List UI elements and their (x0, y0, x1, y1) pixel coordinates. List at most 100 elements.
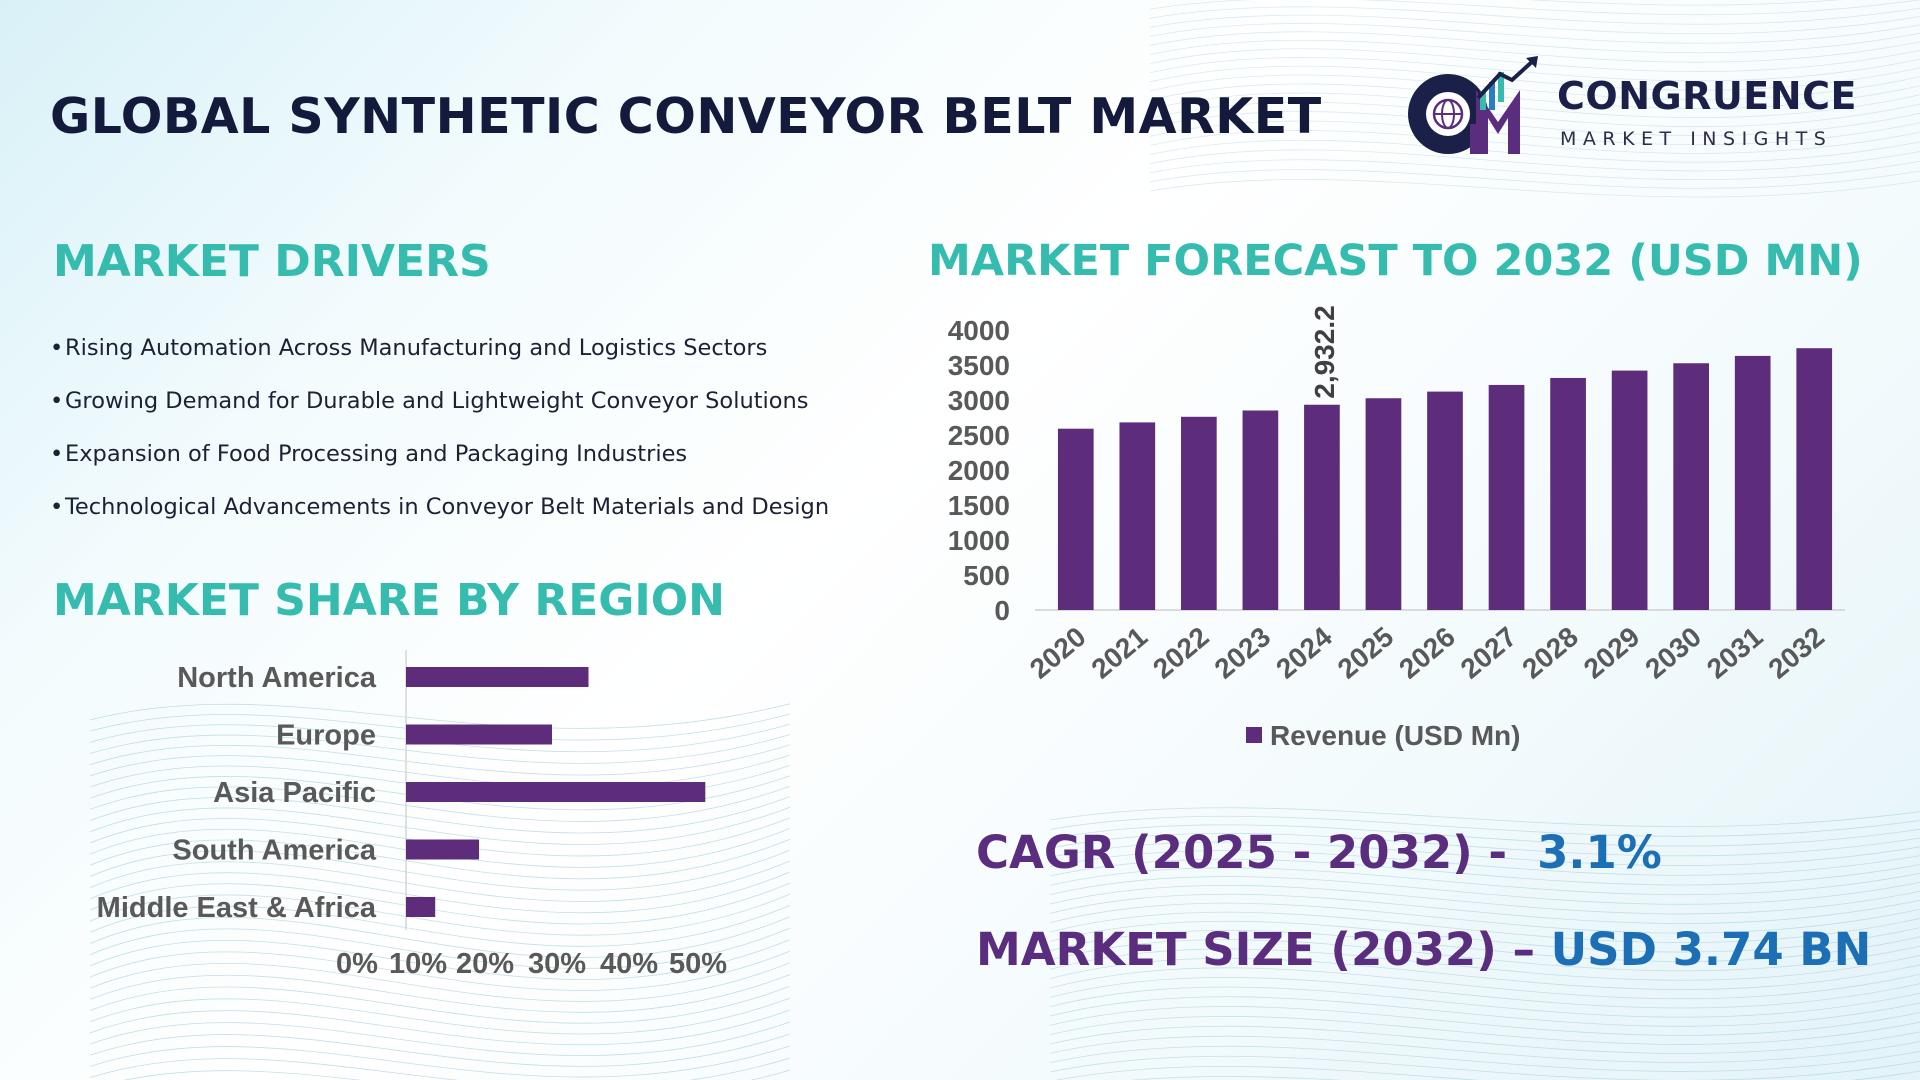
y-tick-label: 2000 (948, 455, 1010, 486)
forecast-bar (1673, 363, 1709, 610)
cagr-label: CAGR (2025 - 2032) - (976, 826, 1508, 879)
driver-text: Rising Automation Across Manufacturing a… (65, 335, 768, 361)
cagr-kpi: CAGR (2025 - 2032) - 3.1% (976, 826, 1662, 879)
wave-line (1149, 74, 1920, 100)
x-tick-label: 2028 (1516, 621, 1584, 685)
region-share-chart: North America Europe Asia Pacific South Ame… (97, 650, 727, 980)
region-label: Middle East & Africa (97, 892, 377, 924)
wave-line (1049, 902, 1920, 934)
wave-line (89, 1021, 791, 1056)
wave-line (89, 1045, 791, 1078)
wave-line (1049, 996, 1920, 1027)
forecast-bar (1365, 398, 1402, 610)
wave-line (1149, 179, 1920, 198)
logo-name: CONGRUENCE (1557, 74, 1857, 118)
wave-line (1049, 911, 1920, 943)
wave-line (89, 1033, 791, 1067)
region-label: Asia Pacific (213, 777, 376, 809)
wave-line (89, 849, 791, 891)
x-tick-label: 2031 (1701, 621, 1769, 685)
wave-line (1049, 876, 1920, 905)
wave-line (1149, 14, 1920, 35)
y-tick-label: 1000 (948, 525, 1010, 556)
y-tick-label: 1500 (948, 490, 1010, 521)
wave-line (1128, 1076, 1343, 1080)
bullet-icon: • (50, 494, 64, 520)
cagr-value: 3.1% (1537, 826, 1662, 879)
page-title: GLOBAL SYNTHETIC CONVEYOR BELT MARKET (50, 88, 1322, 145)
wave-line (1049, 920, 1920, 953)
region-bar (406, 667, 589, 687)
x-tick-label: 2027 (1455, 621, 1523, 685)
wave-line (1049, 1015, 1920, 1045)
x-tick-label: 2026 (1393, 621, 1461, 685)
wave-line (1055, 1065, 1920, 1080)
wave-line (1149, 149, 1920, 172)
logo-tagline: MARKET INSIGHTS (1560, 128, 1833, 150)
wave-line (1149, 23, 1920, 44)
region-bar (406, 839, 479, 860)
forecast-bar (1304, 404, 1340, 610)
data-label: 2,932.2 (1309, 305, 1340, 398)
bullet-icon: • (50, 388, 64, 414)
wave-line (89, 838, 791, 880)
wave-line (1149, 169, 1920, 189)
wave-line (1049, 1035, 1920, 1063)
forecast-bar (1057, 428, 1094, 610)
wave-line (1149, 0, 1920, 16)
wave-line (89, 703, 791, 729)
wave-line (1049, 815, 1920, 837)
market-size-value: USD 3.74 BN (1550, 923, 1872, 976)
wave-line (89, 939, 791, 980)
x-tick-label: 2029 (1578, 621, 1646, 685)
forecast-bar (1550, 377, 1586, 610)
wave-line (1049, 957, 1920, 990)
wave-line (1049, 867, 1920, 896)
wave-line (89, 734, 791, 764)
wave-line (89, 997, 791, 1035)
wave-line (89, 905, 791, 947)
wave-line (1049, 807, 1920, 827)
wave-line (89, 962, 791, 1002)
y-tick-label: 3000 (948, 385, 1010, 416)
x-tick-label: 2032 (1762, 621, 1830, 685)
company-logo: CONGRUENCE MARKET INSIGHTS (1400, 52, 1870, 162)
driver-item: •Technological Advancements in Conveyor … (50, 487, 930, 540)
region-bar (406, 782, 706, 802)
x-tick-label: 2023 (1209, 621, 1277, 685)
market-forecast-heading: MARKET FORECAST TO 2032 (USD MN) (928, 236, 1863, 286)
wave-line (1149, 6, 1920, 25)
y-tick-label: 4000 (948, 315, 1010, 346)
wave-line (124, 1069, 791, 1080)
bullet-icon: • (50, 335, 64, 361)
forecast-bar (1119, 422, 1156, 610)
wave-line (89, 974, 791, 1013)
wave-line (1149, 57, 1920, 82)
wave-line (89, 806, 791, 845)
region-label: South America (172, 835, 376, 867)
x-tick-label: 0% (336, 948, 378, 980)
wave-line (1049, 976, 1920, 1009)
wave-line (89, 916, 791, 958)
driver-text: Technological Advancements in Conveyor B… (65, 494, 830, 520)
x-tick-label: 30% (528, 948, 586, 980)
wave-line (89, 754, 791, 788)
wave-line (89, 796, 791, 834)
wave-line (89, 927, 791, 969)
driver-item: •Rising Automation Across Manufacturing … (50, 328, 930, 381)
x-tick-label: 2025 (1332, 621, 1400, 685)
legend-label: Revenue (USD Mn) (1270, 720, 1520, 751)
market-share-heading: MARKET SHARE BY REGION (53, 575, 725, 626)
x-tick-label: 2024 (1270, 621, 1338, 685)
wave-line (1049, 858, 1920, 886)
wave-line (1049, 967, 1920, 1000)
x-tick-label: 10% (389, 948, 447, 980)
wave-line (1049, 893, 1920, 924)
x-tick-label: 20% (456, 948, 514, 980)
wave-line (1049, 884, 1920, 915)
wave-line (89, 985, 791, 1024)
wave-line (1049, 948, 1920, 981)
driver-text: Expansion of Food Processing and Packagi… (65, 441, 688, 467)
forecast-bar (1796, 348, 1833, 610)
wave-line (1149, 31, 1920, 54)
